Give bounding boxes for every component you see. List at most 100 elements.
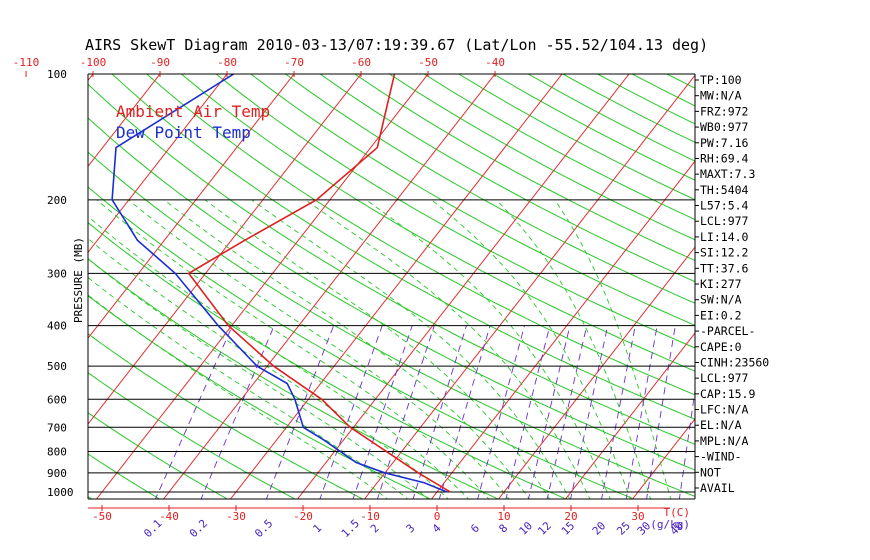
- moist-adiabat: [495, 199, 652, 499]
- moist-adiabat: [88, 276, 409, 499]
- index-label: FRZ:972: [700, 104, 748, 118]
- temperature-tick-label: 10: [497, 510, 510, 523]
- index-label: -PARCEL-: [700, 324, 755, 338]
- index-label: LCL:977: [700, 371, 749, 385]
- index-label: TH:5404: [700, 183, 749, 197]
- mixing-ratio-label: 6: [468, 522, 482, 536]
- index-label: CAPE:0: [700, 340, 742, 354]
- pressure-tick-label: 900: [47, 467, 67, 480]
- pressure-tick-label: 800: [47, 445, 67, 458]
- dry-adiabat: [631, 74, 695, 107]
- pressure-tick-label: 200: [47, 194, 67, 207]
- dry-adiabat: [285, 74, 695, 304]
- index-label: PW:7.16: [700, 136, 749, 150]
- mixing-ratio-label: 1: [310, 522, 324, 536]
- dry-adiabat: [354, 74, 695, 262]
- temperature-tick-label: -20: [293, 510, 313, 523]
- top-temperature-tick-label: -80: [217, 56, 237, 69]
- index-label: WB0:977: [700, 120, 749, 134]
- index-label: MW:N/A: [700, 89, 742, 103]
- mixing-ratio-line: [601, 325, 636, 499]
- dry-adiabat: [88, 372, 297, 499]
- isotherm: [0, 55, 41, 501]
- mixing-ratio-label: 0.2: [187, 517, 210, 540]
- mixing-ratio-line: [376, 325, 435, 499]
- mixing-ratio-line: [678, 387, 695, 499]
- dry-adiabat: [146, 74, 695, 396]
- pressure-tick-label: 100: [47, 68, 67, 81]
- moist-adiabat: [88, 215, 470, 499]
- pressure-tick-label: 500: [47, 360, 67, 373]
- moist-adiabat: [365, 199, 611, 499]
- moist-adiabat: [128, 199, 510, 499]
- dry-adiabat: [0, 74, 27, 501]
- index-label: L57:5.4: [700, 199, 749, 213]
- mixing-ratio-line: [477, 325, 525, 499]
- mixing-ratio-label: 0.5: [252, 517, 275, 540]
- dry-adiabat: [840, 74, 870, 501]
- index-label: KI:277: [700, 277, 742, 291]
- isotherm: [296, 74, 630, 499]
- dry-adiabat: [458, 74, 695, 201]
- top-temperature-tick-label: -40: [485, 56, 505, 69]
- index-label: LI:14.0: [700, 230, 749, 244]
- pressure-tick-label: 700: [47, 421, 67, 434]
- index-label: NOT: [700, 465, 721, 479]
- index-label: LCL:977: [700, 214, 749, 228]
- moist-adiabat: [431, 199, 631, 499]
- temperature-unit: T(C): [664, 506, 691, 519]
- moist-adiabat: [204, 199, 551, 499]
- index-label: RH:69.4: [700, 151, 749, 165]
- moist-adiabat: [163, 199, 530, 499]
- index-label: -WIND-: [700, 450, 742, 464]
- dry-adiabat: [806, 74, 870, 501]
- index-label: SW:N/A: [700, 293, 742, 307]
- isotherm: [564, 332, 695, 499]
- mixing-ratio-line: [527, 325, 571, 499]
- dry-adiabat: [493, 74, 695, 181]
- dry-adiabat: [88, 333, 364, 499]
- isotherm: [229, 74, 563, 499]
- temperature-tick-label: -30: [226, 510, 246, 523]
- temperature-tick-label: 30: [631, 510, 644, 523]
- dry-adiabat: [88, 258, 500, 499]
- mixing-ratio-label: 2: [368, 522, 382, 536]
- pressure-tick-label: 300: [47, 267, 67, 280]
- isotherm: [88, 74, 161, 168]
- isotherm: [162, 74, 496, 499]
- top-temperature-tick-label: -60: [351, 56, 371, 69]
- mixing-ratio-line: [505, 325, 551, 499]
- top-temperature-tick-label: -110: [13, 56, 40, 69]
- index-label: LFC:N/A: [700, 403, 749, 417]
- mixing-ratio-line: [570, 325, 609, 499]
- dry-adiabat: [771, 74, 870, 501]
- mixing-ratio-label: 1.5: [339, 517, 362, 540]
- moist-adiabat: [305, 199, 591, 499]
- dry-adiabat: [88, 83, 695, 445]
- dry-adiabat: [666, 74, 695, 89]
- dew-point-line: [111, 74, 448, 493]
- top-temperature-tick-label: -50: [418, 56, 438, 69]
- mixing-ratio-label: 25: [614, 519, 633, 538]
- temperature-tick-label: 20: [564, 510, 577, 523]
- index-label: EI:0.2: [700, 308, 742, 322]
- isotherm: [88, 74, 362, 425]
- mixing-ratio-label: 20: [590, 519, 609, 538]
- temperature-tick-label: -10: [360, 510, 380, 523]
- index-label: MPL:N/A: [700, 434, 749, 448]
- dry-adiabat: [111, 74, 695, 420]
- isotherm: [88, 74, 228, 254]
- index-label: CAP:15.9: [700, 387, 755, 401]
- mixing-ratio-line: [352, 325, 413, 499]
- dry-adiabat: [215, 74, 695, 349]
- index-label: AVAIL: [700, 481, 735, 495]
- dry-adiabat: [88, 186, 636, 499]
- isotherm: [765, 55, 870, 501]
- temperature-tick-label: 0: [434, 510, 441, 523]
- mixing-ratio-line: [265, 325, 335, 499]
- legend-ambient-air-temp: Ambient Air Temp: [116, 102, 270, 121]
- mixing-ratio-label: 3: [404, 522, 418, 536]
- mixing-ratio-line: [412, 325, 467, 499]
